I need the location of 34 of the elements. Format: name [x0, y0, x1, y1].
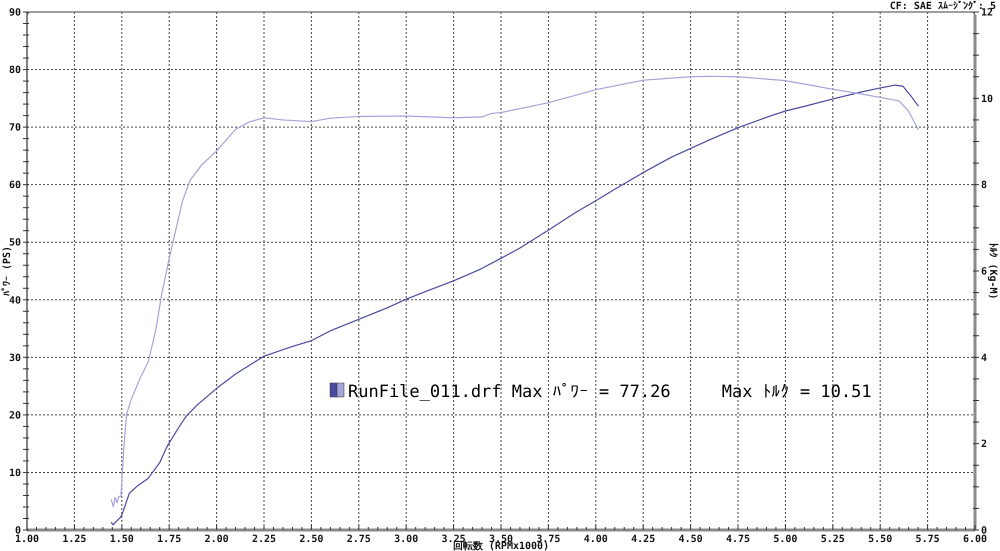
y2-tick-label: 12 — [981, 8, 994, 18]
x-tick-label: 4.50 — [678, 534, 703, 545]
x-tick-label: 4.75 — [726, 534, 750, 545]
x-tick-label: 1.25 — [62, 534, 86, 545]
x-tick-label: 6.00 — [962, 534, 988, 545]
x-tick-label: 2.50 — [299, 534, 324, 545]
y-tick-label: 30 — [8, 352, 21, 364]
y-tick-label: 40 — [8, 295, 21, 306]
x-tick-label: 3.00 — [394, 534, 418, 545]
x-tick-label: 1.50 — [110, 534, 134, 545]
y2-tick-label: 2 — [981, 439, 988, 450]
x-tick-label: 5.50 — [868, 534, 892, 545]
y-tick-label: 10 — [8, 468, 21, 479]
x-tick-label: 2.00 — [204, 534, 229, 545]
x-tick-label: 2.25 — [252, 534, 276, 545]
y2-tick-label: 8 — [981, 180, 988, 192]
x-tick-label: 4.00 — [584, 534, 608, 545]
x-tick-label: 1.75 — [157, 534, 182, 545]
y-tick-label: 70 — [8, 122, 21, 134]
y2-tick-label: 10 — [981, 94, 994, 105]
y2-axis-title: ﾄﾙｸ (Kg-M) — [987, 242, 999, 300]
x-tick-label: 2.75 — [346, 534, 371, 545]
y-tick-label: 20 — [8, 410, 21, 422]
x-tick-label: 5.00 — [773, 534, 798, 545]
y2-tick-label: 4 — [981, 352, 988, 364]
annotation: RunFile_011.drf Max ﾊﾟﾜｰ = 77.26 Max ﾄﾙｸ = 10.51 — [348, 382, 872, 402]
y-tick-label: 80 — [8, 65, 21, 76]
y-tick-label: 60 — [8, 180, 21, 192]
x-tick-label: 4.25 — [631, 534, 656, 545]
y2-tick-label: 6 — [981, 266, 988, 278]
y-tick-label: 90 — [8, 8, 21, 18]
x-tick-label: 5.25 — [820, 534, 845, 545]
x-tick-label: 5.75 — [916, 534, 940, 545]
x-tick-label: 1.00 — [14, 534, 40, 545]
